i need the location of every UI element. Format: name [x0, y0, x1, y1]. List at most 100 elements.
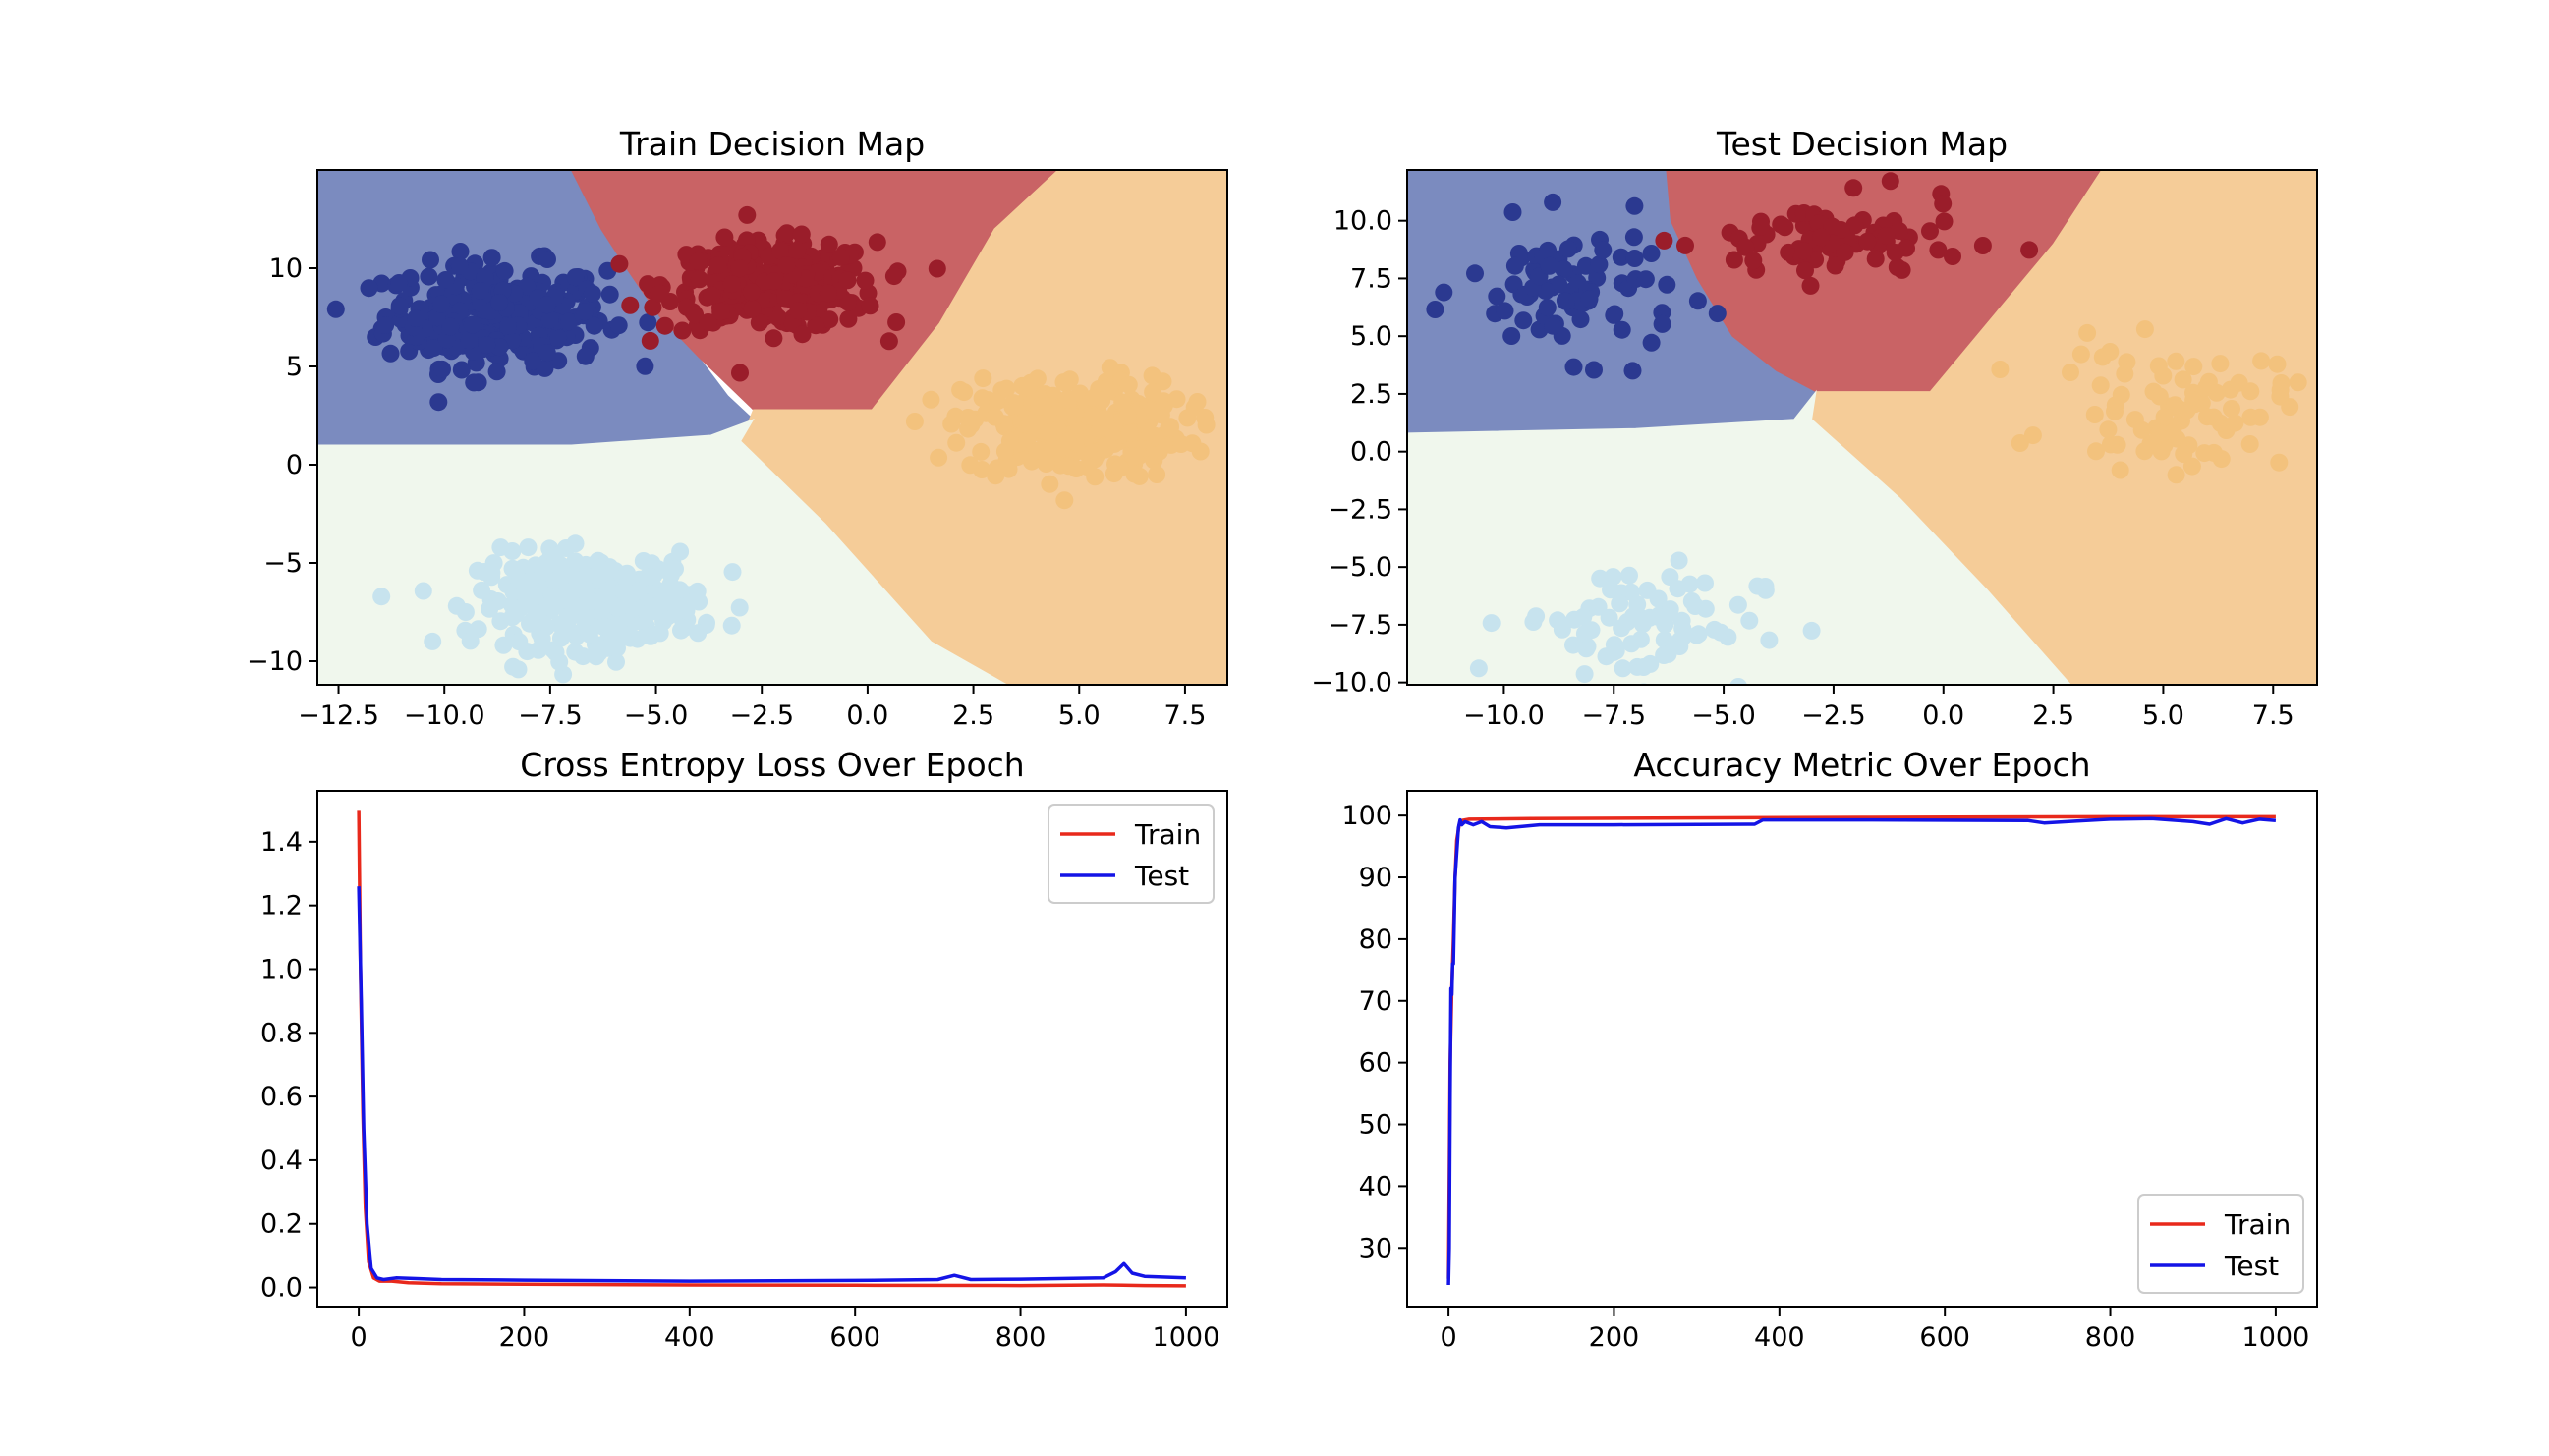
data-point [490, 294, 509, 311]
data-point [495, 261, 514, 280]
data-point [792, 225, 811, 244]
data-point [1591, 569, 1610, 588]
data-point [820, 235, 838, 253]
data-point [494, 636, 513, 654]
data-point [1823, 217, 1841, 236]
y-tick-label: 1.2 [260, 891, 303, 922]
data-point [1612, 248, 1630, 266]
data-point [750, 313, 768, 332]
data-point [1670, 551, 1688, 570]
data-point [608, 598, 626, 617]
data-point [487, 363, 506, 381]
data-point [1881, 172, 1899, 191]
data-point [432, 295, 450, 313]
data-point [550, 652, 569, 671]
axes-frame [1406, 790, 2318, 1308]
data-point [2204, 408, 2223, 426]
data-point [576, 303, 594, 321]
data-point [390, 274, 409, 292]
data-point [482, 564, 501, 583]
data-point [703, 286, 721, 305]
data-point [2155, 408, 2174, 426]
data-point [1008, 396, 1027, 415]
data-point [1148, 466, 1166, 483]
x-tick-label: −5.0 [624, 700, 689, 731]
data-point [928, 259, 946, 278]
data-point [628, 630, 647, 648]
data-point [433, 360, 451, 378]
x-tick-label: 800 [995, 1322, 1047, 1353]
y-tick-label: −10 [247, 646, 303, 677]
data-point [543, 599, 562, 618]
axes-frame [316, 790, 1228, 1308]
data-point [1671, 638, 1689, 655]
data-point [2270, 453, 2289, 472]
y-tick-label: 0.6 [260, 1082, 303, 1112]
data-point [549, 329, 568, 347]
data-point [614, 583, 633, 601]
y-tick-label: 50 [1359, 1110, 1392, 1141]
data-point [1708, 305, 1727, 323]
data-point [2135, 320, 2154, 339]
data-point [1037, 455, 1055, 473]
data-point [1594, 241, 1613, 259]
data-point [738, 205, 757, 224]
data-point [686, 306, 705, 324]
data-point [1888, 258, 1906, 276]
data-point [1845, 216, 1864, 235]
data-point [1096, 410, 1114, 428]
data-point [642, 568, 659, 587]
data-point [821, 310, 839, 329]
data-point [1576, 256, 1595, 275]
data-point [2135, 442, 2154, 461]
data-point [856, 271, 875, 290]
data-point [667, 596, 686, 615]
data-point [722, 616, 741, 635]
y-tick-label: −10.0 [1311, 668, 1392, 699]
data-point [1435, 283, 1453, 302]
data-point [2020, 241, 2039, 259]
data-point [1744, 252, 1763, 270]
data-point [1191, 442, 1210, 461]
data-point [1118, 407, 1137, 425]
data-point [1655, 231, 1673, 250]
x-tick-label: −10.0 [404, 700, 485, 731]
data-point [1145, 446, 1163, 465]
data-point [1144, 383, 1162, 402]
x-tick-label: 400 [1754, 1322, 1805, 1353]
data-point [2101, 435, 2120, 454]
data-point [1858, 232, 1877, 251]
data-point [1638, 683, 1649, 685]
legend-label-test: Test [2224, 1250, 2279, 1282]
data-point [1143, 366, 1161, 385]
data-point [1028, 441, 1047, 460]
data-point [879, 332, 898, 351]
data-point [1611, 594, 1629, 613]
series-line-test [357, 886, 1186, 1283]
data-point [2164, 423, 2182, 441]
x-tick-label: 5.0 [1058, 700, 1101, 731]
data-point [1580, 290, 1599, 308]
data-point [673, 321, 692, 340]
legend-label-train: Train [2224, 1208, 2291, 1241]
data-point [1642, 245, 1661, 262]
data-point [793, 325, 812, 344]
data-point [1161, 420, 1179, 438]
data-point [1886, 244, 1904, 261]
data-point [1752, 218, 1771, 236]
data-point [974, 369, 992, 388]
data-point [688, 582, 707, 600]
y-tick-label: −5.0 [1328, 552, 1392, 583]
legend-box [1048, 804, 1215, 904]
legend-box [2137, 1194, 2304, 1294]
data-point [788, 241, 807, 259]
data-point [1631, 630, 1650, 648]
data-point [1628, 657, 1647, 676]
data-point [566, 268, 585, 287]
x-tick-label: 2.5 [952, 700, 994, 731]
data-point [450, 256, 469, 275]
data-point [653, 586, 672, 604]
data-point [1502, 327, 1521, 345]
data-point [326, 300, 345, 318]
x-tick-label: 0 [350, 1322, 367, 1353]
